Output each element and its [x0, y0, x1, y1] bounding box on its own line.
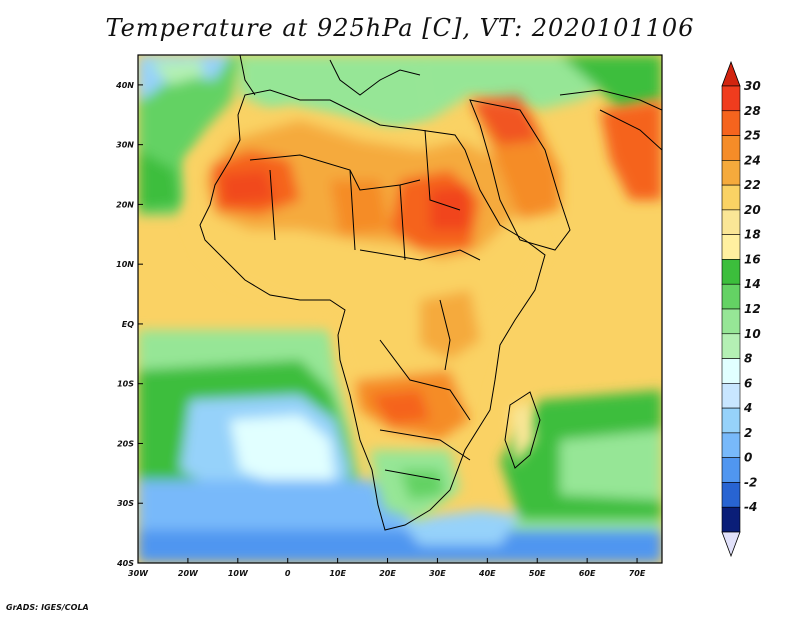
colorbar-swatch	[721, 482, 741, 508]
lon-tick-label: 30E	[429, 569, 446, 578]
lon-tick-label: 0	[285, 569, 291, 578]
colorbar-label: 4	[743, 401, 752, 415]
longitude-axis: 30W 20W 10W 0 10E 20E 30E 40E 50E 60E 70E	[128, 558, 646, 578]
lon-tick-label: 30W	[128, 569, 149, 578]
colorbar-label: 0	[744, 451, 752, 465]
colorbar-swatch	[721, 283, 741, 310]
lon-tick-label: 40E	[478, 569, 496, 578]
colorbar-label: 30	[744, 79, 761, 93]
colorbar-label: 20	[744, 203, 761, 217]
colorbar-label: 12	[744, 302, 761, 316]
colorbar-swatch	[721, 184, 741, 211]
lat-tick-label: 30S	[117, 499, 134, 508]
lon-tick-label: 60E	[579, 569, 596, 578]
lat-tick-label: EQ	[122, 320, 134, 329]
colorbar-swatch	[721, 234, 741, 260]
colorbar-label: -4	[744, 500, 757, 514]
colorbar-bottom-arrow	[721, 531, 741, 558]
colorbar-label: 24	[744, 153, 761, 167]
colorbar-swatch	[721, 110, 741, 136]
lat-tick-label: 30N	[116, 141, 134, 150]
colorbar-swatch	[721, 209, 741, 235]
colorbar-swatch	[721, 383, 741, 409]
lat-tick-label: 10N	[116, 260, 134, 269]
colorbar-label: 8	[744, 352, 752, 366]
colorbar-swatch	[721, 308, 741, 335]
credit-text: GrADS: IGES/COLA	[6, 603, 89, 612]
lat-tick-label: 10S	[117, 380, 134, 389]
colorbar-label: 22	[744, 178, 761, 192]
colorbar-swatch	[721, 432, 741, 458]
colorbar-label: -2	[744, 475, 757, 489]
temperature-field	[138, 55, 662, 563]
colorbar-swatch	[721, 407, 741, 434]
lon-tick-label: 20E	[379, 569, 396, 578]
lat-tick-label: 20S	[117, 439, 134, 448]
colorbar-swatch	[721, 333, 741, 359]
colorbar-swatch	[721, 259, 741, 285]
lat-tick-label: 40N	[115, 81, 134, 90]
colorbar-label: 18	[744, 228, 761, 242]
coastlines	[199, 55, 662, 531]
lat-tick-label: 40S	[116, 559, 134, 568]
colorbar-swatch	[721, 85, 741, 112]
lon-tick-label: 10E	[329, 569, 346, 578]
colorbar-swatch	[721, 135, 741, 161]
colorbar-label: 2	[744, 426, 752, 440]
lon-tick-label: 20W	[178, 569, 199, 578]
colorbar-swatch	[721, 358, 741, 384]
colorbar-label: 14	[744, 277, 761, 291]
lon-tick-label: 10W	[228, 569, 249, 578]
lon-tick-label: 70E	[629, 569, 646, 578]
plot-frame	[137, 54, 663, 564]
colorbar-swatch	[721, 160, 741, 186]
latitude-axis: 40N 30N 20N 10N EQ 10S 20S 30S 40S	[115, 81, 143, 568]
colorbar-label: 10	[744, 327, 761, 341]
colorbar-label: 28	[744, 104, 761, 118]
colorbar-label: 16	[744, 252, 761, 266]
colorbar-label: 25	[744, 129, 761, 143]
colorbar-swatch	[721, 457, 741, 483]
lat-tick-label: 20N	[116, 200, 134, 209]
colorbar-top-arrow	[721, 60, 741, 87]
colorbar-label: 6	[744, 376, 752, 390]
lon-tick-label: 50E	[529, 569, 546, 578]
map-title: Temperature at 925hPa [C], VT: 202010110…	[105, 14, 695, 42]
colorbar-swatch	[721, 506, 741, 533]
